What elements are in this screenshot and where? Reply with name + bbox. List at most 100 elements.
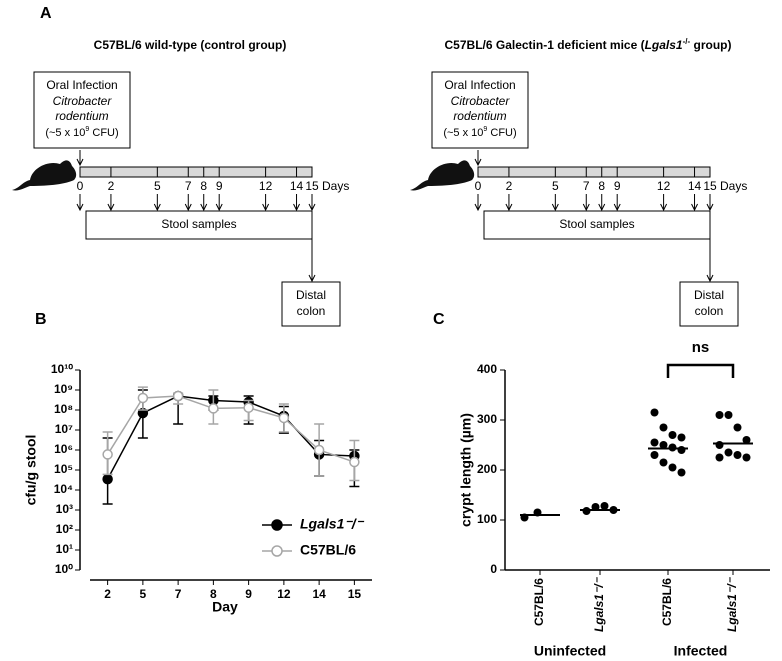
arrow-head bbox=[474, 158, 482, 167]
x-tick-label: 12 bbox=[277, 587, 291, 601]
timeline-diagram: C57BL/6 wild-type (control group) Oral In… bbox=[12, 38, 349, 327]
y-tick-label: 10¹ bbox=[56, 542, 73, 556]
infection-box bbox=[431, 71, 529, 149]
data-point bbox=[742, 453, 751, 462]
box-text: rodentium bbox=[453, 109, 506, 123]
y-tick-label: 0 bbox=[490, 562, 497, 576]
panel-label: A bbox=[40, 5, 52, 22]
day-label: 9 bbox=[216, 179, 223, 193]
y-tick-label: 200 bbox=[477, 462, 497, 476]
mouse-icon bbox=[410, 160, 475, 191]
data-point bbox=[724, 448, 733, 457]
data-point bbox=[733, 423, 742, 432]
day-label: 14 bbox=[688, 179, 702, 193]
data-point bbox=[278, 412, 290, 424]
y-tick-label: 10⁷ bbox=[55, 422, 73, 436]
distal-label: Distal bbox=[694, 288, 724, 302]
data-point bbox=[733, 451, 742, 459]
data-point bbox=[349, 456, 360, 468]
infection-box bbox=[33, 71, 131, 149]
x-tick-label: 5 bbox=[140, 587, 147, 601]
day-label: 2 bbox=[506, 179, 513, 193]
title-part: -/- bbox=[683, 37, 691, 46]
day-label: 7 bbox=[583, 179, 590, 193]
box-text: Citrobacter bbox=[53, 94, 113, 108]
box-part: (~5 x 10 bbox=[443, 127, 483, 139]
legend-marker bbox=[271, 545, 283, 557]
stool-label: Stool samples bbox=[161, 217, 236, 231]
data-point bbox=[650, 408, 659, 417]
day-label: 15 bbox=[703, 179, 717, 193]
data-point bbox=[715, 441, 724, 449]
distal-box bbox=[679, 281, 739, 327]
x-tick-label: 9 bbox=[245, 587, 252, 601]
day-label: 0 bbox=[77, 179, 84, 193]
x-tick-label: 14 bbox=[312, 587, 326, 601]
arrow-head bbox=[262, 203, 270, 212]
data-point bbox=[677, 433, 686, 442]
day-label: 8 bbox=[598, 179, 605, 193]
legend-label: Lgals1⁻/⁻ bbox=[300, 516, 365, 532]
title-part: Lgals1 bbox=[645, 38, 683, 52]
arrow-head bbox=[153, 203, 161, 212]
legend-label: C57BL/6 bbox=[300, 542, 356, 558]
y-tick-label: 10² bbox=[56, 522, 73, 536]
days-label: Days bbox=[720, 179, 747, 193]
distal-box bbox=[281, 281, 341, 327]
y-tick-label: 10⁴ bbox=[54, 482, 73, 496]
day-label: 12 bbox=[259, 179, 273, 193]
group-label: Uninfected bbox=[534, 643, 606, 659]
annotation: ns bbox=[692, 339, 710, 356]
day-label: 15 bbox=[305, 179, 319, 193]
arrow-head bbox=[184, 203, 192, 212]
arrow-head bbox=[613, 203, 621, 212]
data-point bbox=[668, 431, 677, 439]
arrow-head bbox=[598, 203, 606, 212]
data-point bbox=[102, 473, 113, 485]
data-point bbox=[677, 468, 686, 477]
timeline-diagram: C57BL/6 Galectin-1 deficient mice (Lgals… bbox=[410, 37, 747, 327]
x-tick-label: C57BL/6 bbox=[532, 578, 546, 626]
y-tick-label: 10³ bbox=[56, 502, 73, 516]
timeline-bar bbox=[477, 166, 711, 178]
x-axis-label: Day bbox=[212, 599, 238, 615]
arrow-head bbox=[200, 203, 208, 212]
arrow-head bbox=[308, 203, 316, 212]
arrow-head bbox=[76, 203, 84, 212]
box-part: CFU) bbox=[89, 127, 118, 139]
y-tick-label: 10⁹ bbox=[54, 382, 73, 396]
y-axis-label: crypt length (µm) bbox=[458, 413, 474, 527]
data-point bbox=[600, 502, 609, 510]
day-label: 2 bbox=[108, 179, 115, 193]
x-tick-label: Lgals1⁻/⁻ bbox=[725, 576, 739, 632]
arrow-head bbox=[107, 203, 115, 212]
arrow-head bbox=[215, 203, 223, 212]
data-point bbox=[313, 444, 325, 456]
box-part: CFU) bbox=[487, 127, 516, 139]
timeline-bar bbox=[79, 166, 313, 178]
legend-marker bbox=[271, 519, 283, 531]
day-label: 9 bbox=[614, 179, 621, 193]
day-label: 5 bbox=[154, 179, 161, 193]
stool-box bbox=[85, 210, 313, 240]
day-label: 7 bbox=[185, 179, 192, 193]
day-label: 5 bbox=[552, 179, 559, 193]
panel-label: C bbox=[433, 311, 445, 328]
panel-label: B bbox=[35, 311, 47, 328]
data-point bbox=[668, 463, 677, 472]
mouse-icon bbox=[12, 160, 77, 191]
arrow-head bbox=[706, 274, 714, 283]
arrow-head bbox=[691, 203, 698, 212]
arrow-head bbox=[551, 203, 559, 212]
x-tick-label: 2 bbox=[104, 587, 111, 601]
arrow-head bbox=[706, 203, 714, 212]
data-point bbox=[724, 411, 733, 419]
significance-bracket bbox=[666, 363, 735, 378]
day-label: 12 bbox=[657, 179, 671, 193]
box-text: Oral Infection bbox=[46, 78, 117, 92]
y-tick-label: 10⁰ bbox=[55, 562, 73, 576]
arrow-head bbox=[474, 203, 482, 212]
data-point bbox=[172, 390, 184, 402]
stool-label: Stool samples bbox=[559, 217, 634, 231]
series-line bbox=[106, 395, 355, 480]
